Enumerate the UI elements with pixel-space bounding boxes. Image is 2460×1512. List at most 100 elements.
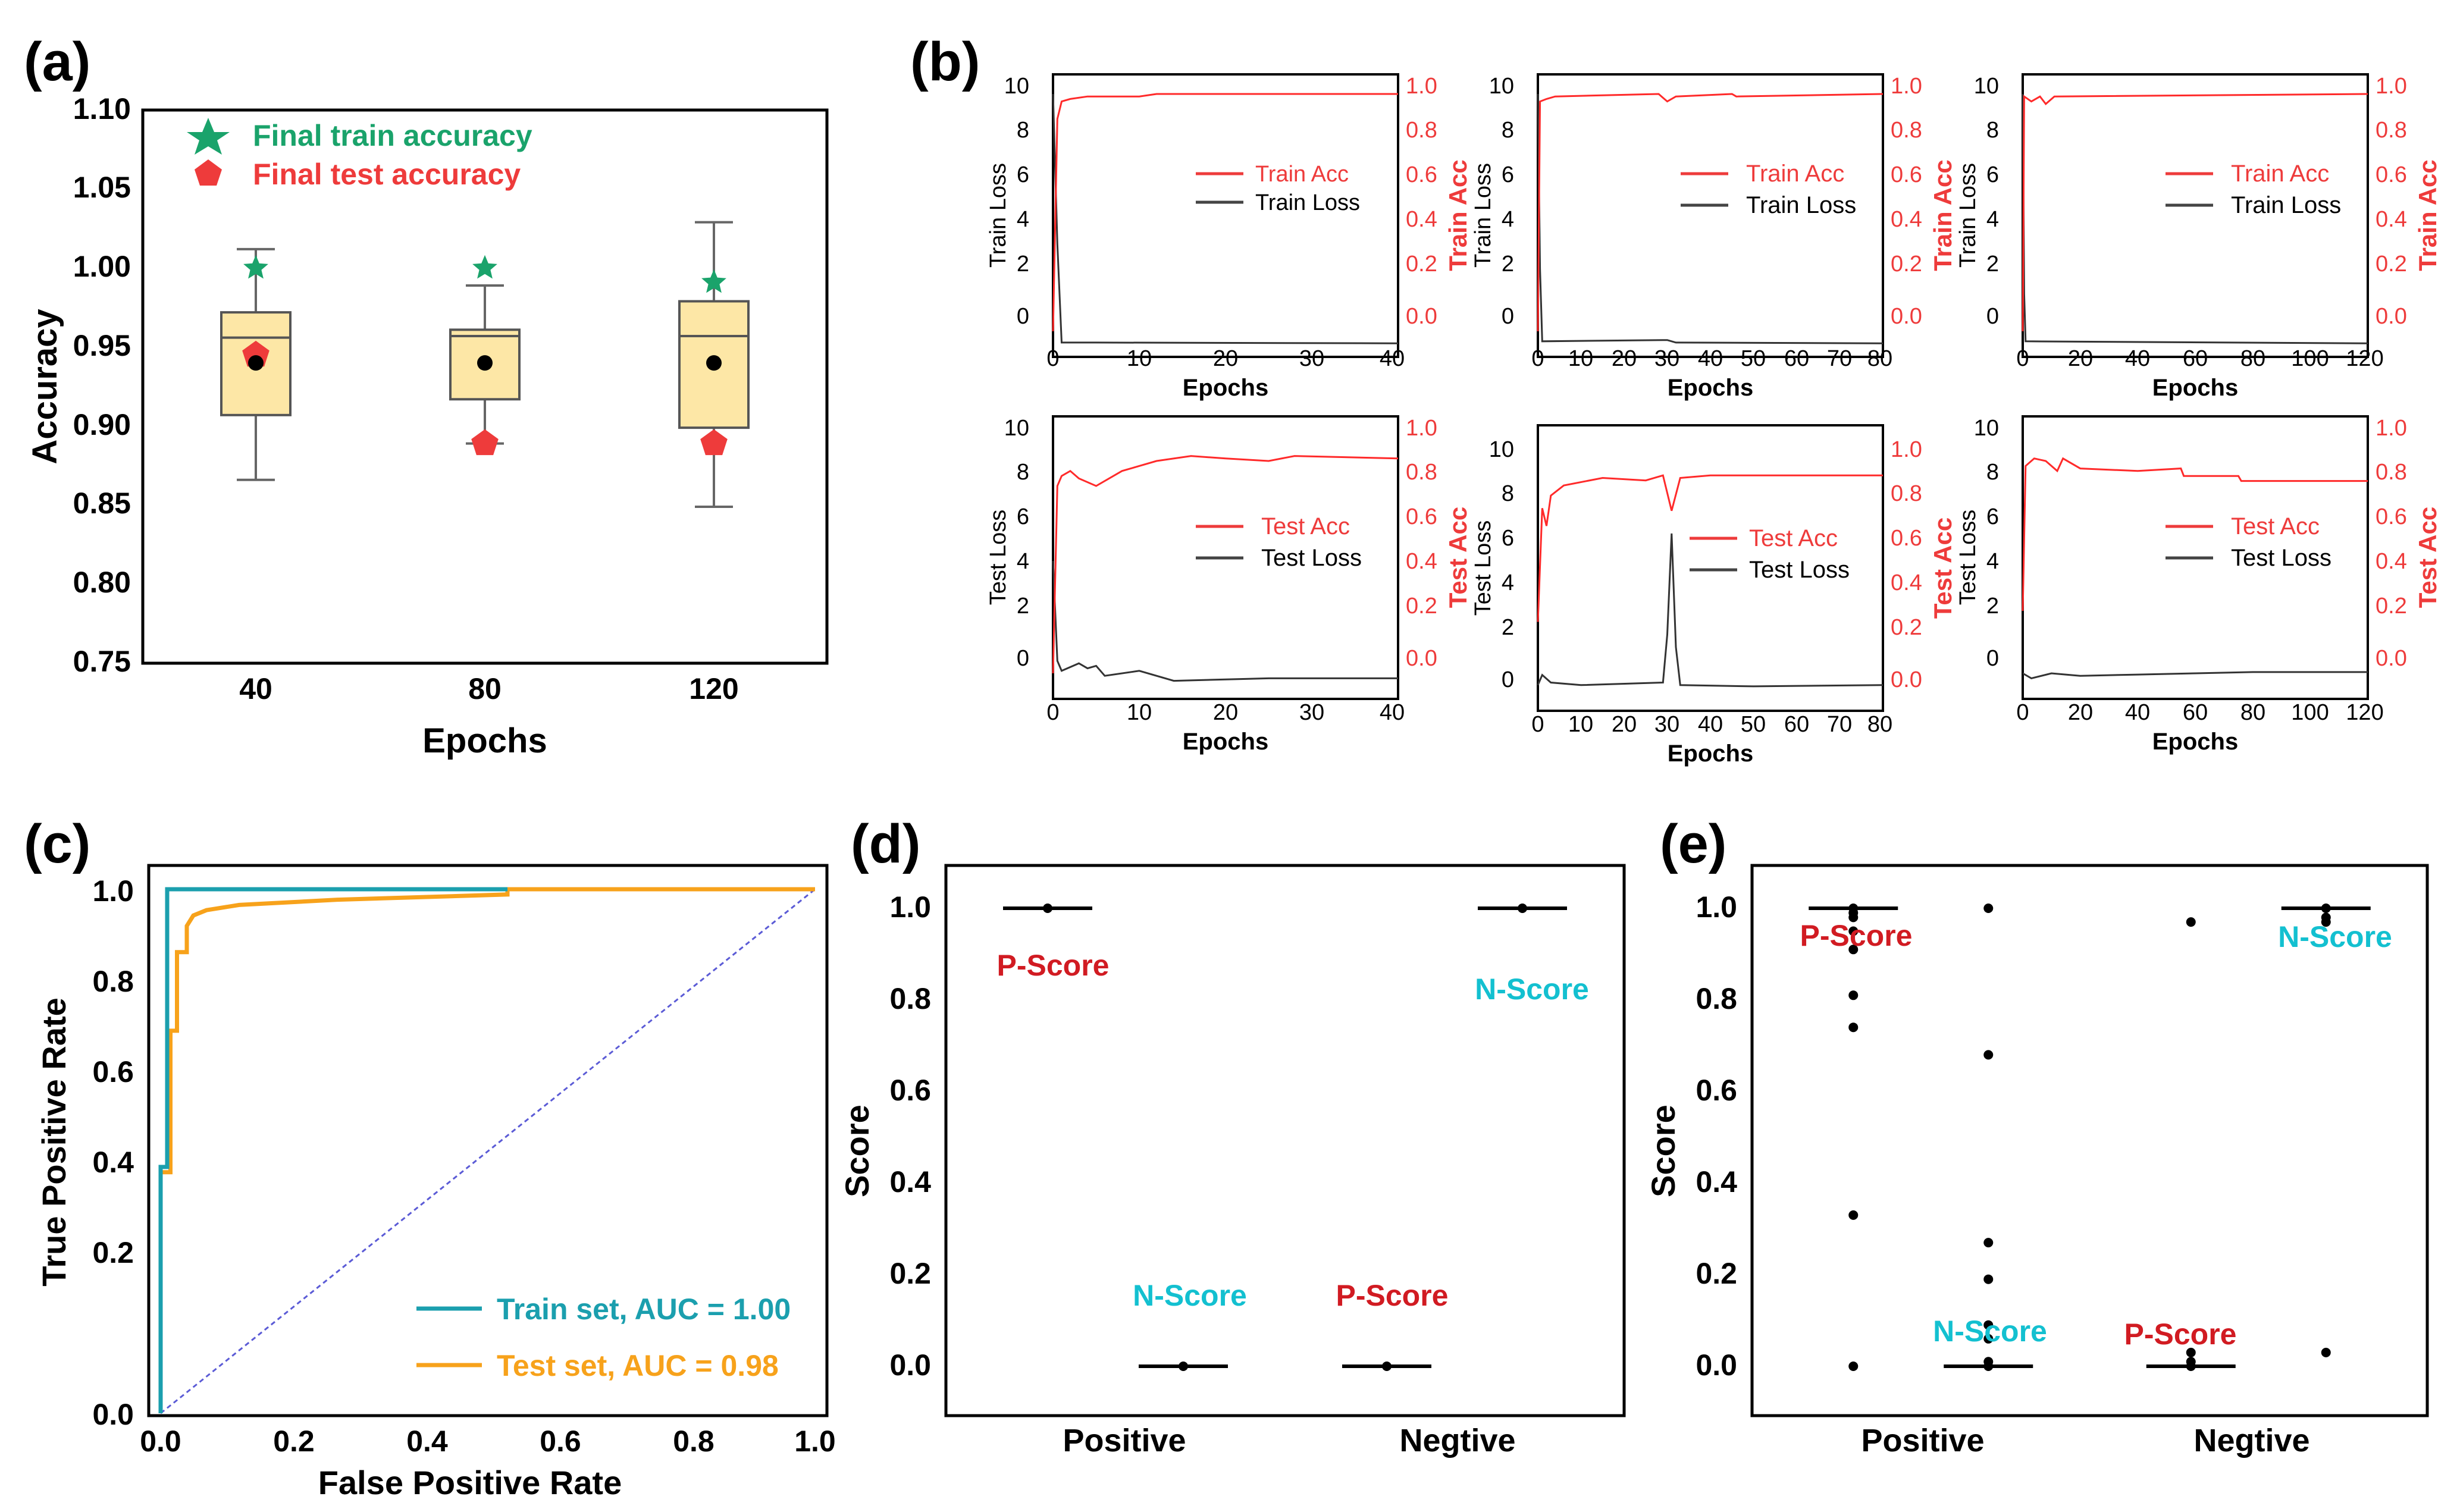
b4-yl-10: 10 <box>1004 416 1029 441</box>
a-y-axis-label: Accuracy <box>26 309 64 464</box>
b1-xt-10: 10 <box>1127 346 1152 371</box>
b1-yl-2: 2 <box>1017 252 1029 277</box>
b2-yl-6: 6 <box>1502 162 1514 187</box>
c-test-roc-line <box>158 887 815 1413</box>
b5-yr-1: 1.0 <box>1891 437 1922 462</box>
b5-yr-4: 0.4 <box>1891 570 1922 595</box>
d-point-1-0 <box>1179 1362 1188 1371</box>
e-point-0-3 <box>1848 926 1859 936</box>
b2-yl-4: 4 <box>1502 207 1514 232</box>
b3-legend-acc: Train Acc <box>2231 161 2329 187</box>
c-ytick-6: 0.0 <box>92 1398 134 1431</box>
a-xtick-3: 120 <box>689 672 738 705</box>
b1-yl-4: 4 <box>1017 207 1029 232</box>
b4-xt-40: 40 <box>1380 700 1405 725</box>
b-subplot-test-120: Test Loss Test Acc 10 8 6 4 2 0 1.0 0.8 … <box>1956 415 2442 755</box>
b4-left-label: Test Loss <box>986 510 1011 606</box>
b5-xt-10: 10 <box>1568 712 1593 737</box>
b-acc-line-4 <box>1537 474 1883 622</box>
b4-yr-1: 1.0 <box>1406 416 1437 441</box>
b4-xlabel: Epochs <box>1183 729 1268 755</box>
b1-right-label: Train Acc <box>1444 159 1472 271</box>
b5-yr-6: 0.0 <box>1891 667 1922 692</box>
b2-yl-10: 10 <box>1489 74 1514 99</box>
b-loss-line-4 <box>1537 533 1884 688</box>
d-point-3-0 <box>1518 904 1527 913</box>
c-ytick-4: 0.4 <box>92 1146 134 1179</box>
b1-legend-acc: Train Acc <box>1255 162 1349 187</box>
b1-yr-6: 0.0 <box>1406 304 1437 329</box>
e-label-nscore-negtive: N-Score <box>2278 920 2392 953</box>
c-legend-test: Test set, AUC = 0.98 <box>497 1349 779 1382</box>
b3-xt-40: 40 <box>2125 346 2150 371</box>
b6-xt-60: 60 <box>2183 700 2208 725</box>
d-xtick-negtive: Negtive <box>1399 1423 1515 1458</box>
b5-yl-0: 0 <box>1502 667 1514 692</box>
b-subplot-test-80: Test Loss Test Acc 10 8 6 4 2 0 1.0 0.8 … <box>1471 424 1957 767</box>
b1-yl-8: 8 <box>1017 118 1029 143</box>
c-xtick-1: 0.0 <box>140 1425 181 1458</box>
e-point-0-6 <box>1848 1022 1859 1033</box>
e-label-pscore-negtive: P-Score <box>2124 1317 2237 1351</box>
b2-left-label: Train Loss <box>1471 163 1496 268</box>
a-ytick-5: 0.90 <box>73 408 131 441</box>
e-ytick-5: 0.2 <box>1696 1257 1737 1290</box>
b5-yl-4: 4 <box>1502 570 1514 595</box>
b2-xt-40: 40 <box>1698 346 1723 371</box>
legend-star-icon <box>187 118 230 155</box>
b6-yr-3: 0.6 <box>2376 504 2407 529</box>
panel-b-training-curves: Train Loss Train Acc 10 8 6 4 2 0 1.0 0.… <box>986 73 2442 767</box>
b1-yr-3: 0.6 <box>1406 162 1437 187</box>
b2-xt-70: 70 <box>1827 346 1852 371</box>
a-x-axis-label: Epochs <box>422 722 547 760</box>
b-acc-line-0 <box>1052 93 1398 332</box>
c-xtick-6: 1.0 <box>794 1425 836 1458</box>
b2-xt-0: 0 <box>1531 346 1544 371</box>
c-ytick-2: 0.8 <box>92 965 134 998</box>
b3-yl-4: 4 <box>1986 207 1999 232</box>
b6-xt-0: 0 <box>2016 700 2029 725</box>
b1-yr-5: 0.2 <box>1406 252 1437 277</box>
b6-xt-20: 20 <box>2068 700 2093 725</box>
b3-yr-5: 0.2 <box>2376 252 2407 277</box>
b6-yl-4: 4 <box>1986 549 1999 574</box>
b4-yr-2: 0.8 <box>1406 460 1437 485</box>
b2-xt-80: 80 <box>1867 346 1892 371</box>
b3-yl-8: 8 <box>1986 118 1999 143</box>
panel-d-plot-area <box>1003 904 1567 1371</box>
c-legend-train: Train set, AUC = 1.00 <box>497 1293 791 1326</box>
b1-yl-0: 0 <box>1017 304 1029 329</box>
c-ytick-1: 1.0 <box>92 874 134 908</box>
e-point-1-3 <box>1983 1274 1994 1284</box>
b3-xt-80: 80 <box>2240 346 2265 371</box>
b-subplot-train-40: Train Loss Train Acc 10 8 6 4 2 0 1.0 0.… <box>986 73 1472 401</box>
b5-xlabel: Epochs <box>1668 741 1753 767</box>
panel-label-c: (c) <box>24 814 90 874</box>
e-point-1-5 <box>1983 1334 1994 1344</box>
b1-yl-10: 10 <box>1004 74 1029 99</box>
e-ytick-6: 0.0 <box>1696 1348 1737 1382</box>
panel-e-score-plot: 1.0 0.8 0.6 0.4 0.2 0.0 Positive Negtive… <box>1644 864 2429 1458</box>
b3-yr-4: 0.4 <box>2376 207 2407 232</box>
panel-label-a: (a) <box>24 32 90 92</box>
panel-a-plot-area <box>220 221 750 508</box>
b1-xlabel: Epochs <box>1183 375 1268 401</box>
b-acc-line-5 <box>2022 457 2368 611</box>
a-mean-point-1 <box>477 355 493 371</box>
a-box-2 <box>678 300 750 429</box>
b5-yr-5: 0.2 <box>1891 615 1922 640</box>
b4-yl-6: 6 <box>1017 504 1029 529</box>
e-point-0-5 <box>1848 990 1859 1000</box>
b6-xt-100: 100 <box>2291 700 2329 725</box>
e-point-3-2 <box>2321 917 2331 927</box>
panel-a-x-ticks: 40 80 120 <box>239 672 739 705</box>
b5-xt-20: 20 <box>1612 712 1637 737</box>
b6-xt-40: 40 <box>2125 700 2150 725</box>
b4-legend-acc: Test Acc <box>1261 513 1350 539</box>
b2-xt-10: 10 <box>1568 346 1593 371</box>
b4-yl-2: 2 <box>1017 594 1029 619</box>
b2-xt-50: 50 <box>1741 346 1766 371</box>
d-ytick-4: 0.4 <box>889 1165 931 1199</box>
b4-xt-20: 20 <box>1213 700 1238 725</box>
b5-yl-8: 8 <box>1502 481 1514 506</box>
